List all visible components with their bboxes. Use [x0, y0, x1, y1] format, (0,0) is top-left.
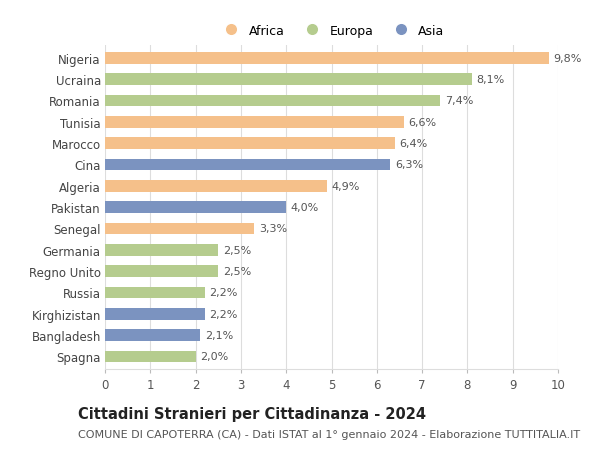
- Text: 2,2%: 2,2%: [209, 288, 238, 298]
- Bar: [105, 159, 391, 171]
- Bar: [105, 330, 200, 341]
- Text: 2,5%: 2,5%: [223, 245, 251, 255]
- Text: 2,2%: 2,2%: [209, 309, 238, 319]
- Text: 4,0%: 4,0%: [291, 203, 319, 213]
- Bar: [105, 223, 254, 235]
- Bar: [105, 117, 404, 129]
- Text: 3,3%: 3,3%: [259, 224, 287, 234]
- Legend: Africa, Europa, Asia: Africa, Europa, Asia: [214, 20, 449, 43]
- Text: Cittadini Stranieri per Cittadinanza - 2024: Cittadini Stranieri per Cittadinanza - 2…: [78, 406, 426, 421]
- Bar: [105, 180, 327, 192]
- Text: 6,6%: 6,6%: [409, 118, 437, 128]
- Bar: [105, 202, 286, 213]
- Text: 2,5%: 2,5%: [223, 267, 251, 277]
- Text: 6,4%: 6,4%: [400, 139, 428, 149]
- Text: 6,3%: 6,3%: [395, 160, 423, 170]
- Text: 9,8%: 9,8%: [553, 54, 582, 64]
- Text: COMUNE DI CAPOTERRA (CA) - Dati ISTAT al 1° gennaio 2024 - Elaborazione TUTTITAL: COMUNE DI CAPOTERRA (CA) - Dati ISTAT al…: [78, 429, 580, 439]
- Text: 7,4%: 7,4%: [445, 96, 473, 106]
- Bar: [105, 245, 218, 256]
- Bar: [105, 74, 472, 86]
- Bar: [105, 53, 549, 65]
- Bar: [105, 138, 395, 150]
- Text: 2,1%: 2,1%: [205, 330, 233, 341]
- Text: 2,0%: 2,0%: [200, 352, 229, 362]
- Bar: [105, 266, 218, 277]
- Bar: [105, 351, 196, 363]
- Bar: [105, 308, 205, 320]
- Text: 8,1%: 8,1%: [476, 75, 505, 85]
- Bar: [105, 287, 205, 299]
- Bar: [105, 95, 440, 107]
- Text: 4,9%: 4,9%: [332, 181, 360, 191]
